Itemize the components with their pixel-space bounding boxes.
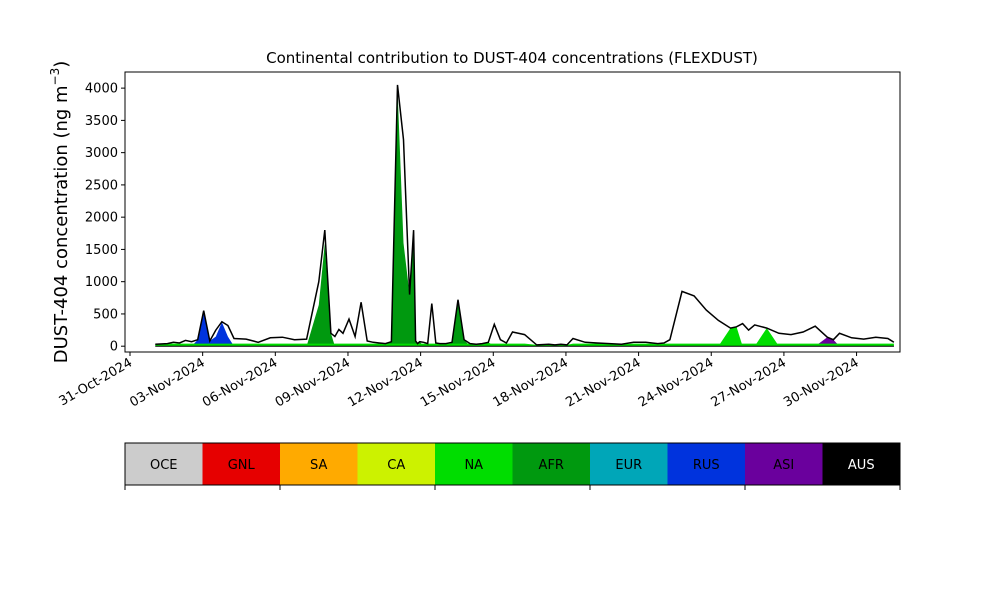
y-tick-label: 3500	[85, 114, 118, 129]
y-axis-label-close: )	[51, 61, 72, 68]
x-tick-label: 24-Nov-2024	[636, 355, 716, 410]
x-tick-label: 03-Nov-2024	[127, 355, 207, 410]
legend-label-afr: AFR	[539, 458, 564, 473]
x-tick-label: 15-Nov-2024	[418, 355, 498, 410]
y-axis-label-unit-exponent: −3	[48, 68, 62, 86]
legend-label-asi: ASI	[773, 458, 794, 473]
x-axis: 31-Oct-202403-Nov-202406-Nov-202409-Nov-…	[57, 352, 862, 410]
x-tick-label: 21-Nov-2024	[563, 355, 643, 410]
x-tick-label: 12-Nov-2024	[345, 355, 425, 410]
legend-label-aus: AUS	[848, 458, 875, 473]
x-tick-label: 09-Nov-2024	[273, 355, 353, 410]
legend-swatch-ca	[357, 443, 436, 485]
legend-swatch-afr	[512, 443, 591, 485]
legend-label-na: NA	[464, 458, 483, 473]
y-tick-label: 2000	[85, 211, 118, 226]
y-tick-label: 500	[93, 307, 118, 322]
y-tick-label: 0	[110, 340, 118, 355]
legend-frame	[124, 442, 901, 486]
legend-label-eur: EUR	[615, 458, 642, 473]
legend-swatch-rus	[667, 443, 746, 485]
legend-label-gnl: GNL	[228, 458, 256, 473]
area-rus	[155, 312, 894, 347]
total-line	[155, 84, 895, 346]
legend-swatch-gnl	[202, 443, 281, 485]
area-afr	[155, 88, 894, 347]
plot-frame	[124, 71, 901, 353]
legend-label-sa: SA	[310, 458, 327, 473]
area-base	[155, 343, 894, 347]
y-tick-label: 2500	[85, 178, 118, 193]
legend-swatch-asi	[745, 443, 823, 485]
x-tick-label: 30-Nov-2024	[781, 355, 861, 410]
y-tick-label: 3000	[85, 146, 118, 161]
legend-swatch-sa	[280, 443, 358, 485]
legend-swatch-eur	[590, 443, 668, 485]
y-axis: 0 500 1000 1500 2000 2500 3000 3500 4000	[85, 82, 125, 355]
x-tick-label: 18-Nov-2024	[491, 355, 571, 410]
legend-swatch-oce	[125, 443, 203, 485]
y-tick-label: 4000	[85, 82, 118, 97]
x-tick-label: 06-Nov-2024	[200, 355, 280, 410]
plot-area	[155, 84, 895, 347]
chart-title: Continental contribution to DUST-404 con…	[266, 49, 758, 67]
legend-label-oce: OCE	[150, 458, 178, 473]
legend-colorbar: OCE GNL SA CA NA AFR EUR RUS ASI AUS	[124, 442, 901, 490]
legend-label-rus: RUS	[693, 458, 720, 473]
y-tick-label: 1000	[85, 275, 118, 290]
area-na	[155, 326, 894, 347]
legend-swatch-aus	[822, 443, 901, 485]
y-tick-label: 1500	[85, 243, 118, 258]
y-axis-label: DUST-404 concentration (ng m−3)	[48, 61, 72, 364]
legend-swatch-na	[435, 443, 513, 485]
x-tick-label: 27-Nov-2024	[709, 355, 789, 410]
legend-label-ca: CA	[387, 458, 405, 473]
